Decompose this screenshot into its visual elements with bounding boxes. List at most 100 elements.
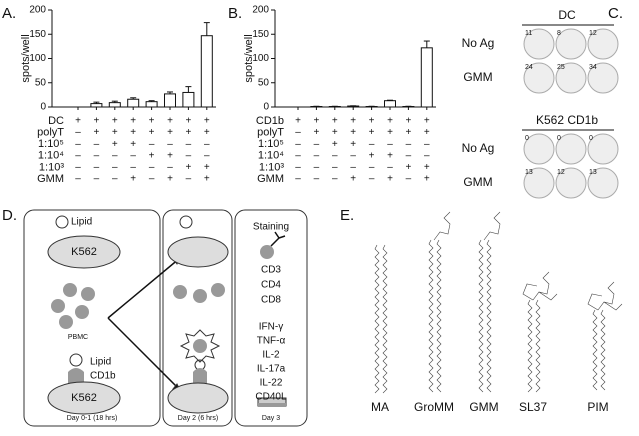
condition-mark: – <box>112 174 118 185</box>
condition-mark: + <box>204 162 210 173</box>
lipid-name: PIM <box>587 400 608 414</box>
lipid-structure <box>428 239 442 393</box>
condition-mark: – <box>369 174 375 185</box>
well <box>555 133 587 165</box>
condition-mark: + <box>424 174 430 185</box>
condition-mark: – <box>295 127 301 138</box>
condition-mark: + <box>369 127 375 138</box>
condition-mark: – <box>332 162 338 173</box>
condition-mark: – <box>314 162 320 173</box>
condition-mark: + <box>405 116 411 127</box>
condition-mark: + <box>93 116 99 127</box>
cytokine: IL-2 <box>262 350 280 361</box>
condition-mark: – <box>167 162 173 173</box>
row-label: GMM <box>463 70 492 84</box>
condition-mark: + <box>350 116 356 127</box>
condition-mark: + <box>295 116 301 127</box>
condition-mark: – <box>149 162 155 173</box>
condition-mark: – <box>149 174 155 185</box>
y-tick-label: 50 <box>258 77 270 88</box>
lipid-label: Lipid <box>71 217 92 228</box>
spot-count: 0 <box>525 135 529 142</box>
bar <box>145 101 158 108</box>
lipid <box>55 215 69 229</box>
condition-label: DC <box>48 115 64 127</box>
condition-mark: + <box>167 150 173 161</box>
condition-label: polyT <box>257 127 284 139</box>
cell <box>75 305 89 319</box>
condition-mark: – <box>350 150 356 161</box>
well <box>555 167 587 199</box>
day-label: Day 3 <box>262 415 280 422</box>
group-title: DC <box>558 8 576 22</box>
well <box>523 28 555 60</box>
condition-mark: – <box>295 162 301 173</box>
condition-mark: – <box>75 139 81 150</box>
cell <box>63 283 77 297</box>
well <box>555 28 587 60</box>
condition-mark: – <box>406 174 412 185</box>
condition-mark: + <box>405 162 411 173</box>
spot-count: 12 <box>557 169 565 176</box>
condition-mark: – <box>406 150 412 161</box>
condition-mark: – <box>94 139 100 150</box>
cell <box>59 315 73 329</box>
spot-count: 24 <box>525 64 533 71</box>
condition-mark: + <box>75 116 81 127</box>
condition-mark: – <box>314 139 320 150</box>
condition-mark: – <box>314 150 320 161</box>
condition-mark: + <box>130 139 136 150</box>
condition-mark: + <box>387 116 393 127</box>
well <box>523 133 555 165</box>
condition-label: GMM <box>257 173 284 185</box>
cell <box>81 287 95 301</box>
k562 <box>167 382 229 414</box>
bar <box>200 35 213 108</box>
condition-label: 1:10⁵ <box>38 138 64 150</box>
condition-mark: – <box>112 162 118 173</box>
lipid-name: GroMM <box>414 400 454 414</box>
bar <box>90 103 103 108</box>
condition-mark: – <box>332 174 338 185</box>
spot-count: 8 <box>557 30 561 37</box>
lipid-structure <box>478 239 492 393</box>
condition-mark: – <box>130 150 136 161</box>
well <box>587 167 619 199</box>
condition-mark: – <box>75 174 81 185</box>
condition-label: GMM <box>37 173 64 185</box>
spot-count: 13 <box>525 169 533 176</box>
condition-mark: + <box>369 116 375 127</box>
arrow <box>107 257 181 391</box>
condition-mark: + <box>424 116 430 127</box>
pbmc-label: PBMC <box>68 334 88 341</box>
row-label: GMM <box>463 175 492 189</box>
condition-mark: – <box>369 162 375 173</box>
cd1b <box>68 368 84 385</box>
k562 <box>47 235 121 269</box>
bar <box>384 100 396 108</box>
condition-mark: + <box>93 127 99 138</box>
condition-mark: – <box>94 150 100 161</box>
slide <box>258 403 286 407</box>
spot-count: 34 <box>589 64 597 71</box>
condition-mark: – <box>112 150 118 161</box>
condition-mark: – <box>130 162 136 173</box>
y-tick-label: 100 <box>29 53 46 64</box>
condition-mark: – <box>204 150 210 161</box>
well <box>587 28 619 60</box>
condition-mark: – <box>295 150 301 161</box>
y-tick-label: 150 <box>29 29 46 40</box>
condition-mark: – <box>332 150 338 161</box>
condition-mark: + <box>112 127 118 138</box>
spot-count: 13 <box>589 169 597 176</box>
condition-label: 1:10⁴ <box>258 150 284 162</box>
group-title: K562 CD1b <box>536 113 598 127</box>
condition-mark: – <box>204 139 210 150</box>
bar <box>347 105 360 108</box>
condition-mark: + <box>204 174 210 185</box>
box-day3 <box>234 209 308 427</box>
condition-label: 1:10⁴ <box>38 150 64 162</box>
condition-mark: + <box>405 127 411 138</box>
panel-label: D. <box>2 207 17 224</box>
